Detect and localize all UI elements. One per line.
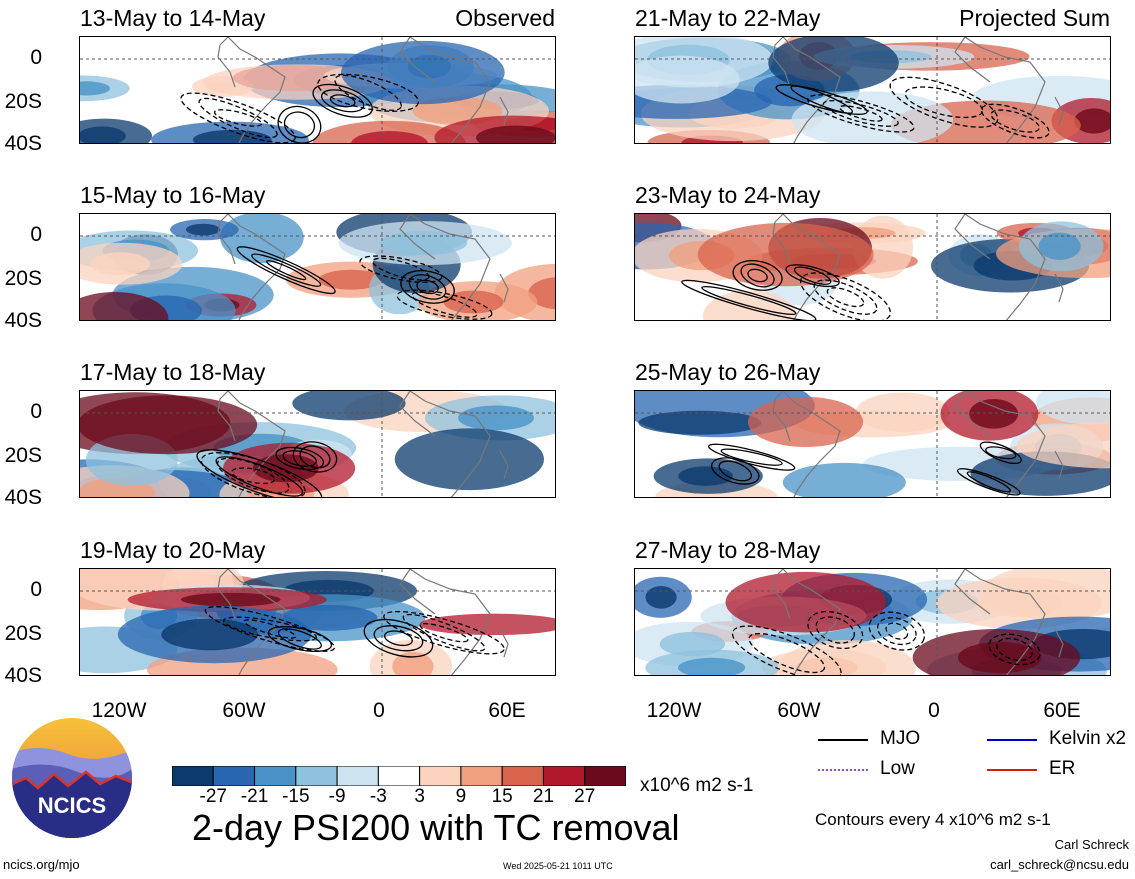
legend-label: MJO [880, 728, 921, 749]
map-panel [634, 390, 1111, 498]
footer-url: ncics.org/mjo [3, 857, 80, 872]
legend-line-swatch [987, 769, 1037, 771]
colorbar-swatch [212, 765, 256, 787]
y-tick-label: 0 [30, 223, 42, 246]
colorbar-label: 9 [455, 786, 467, 807]
panel-title: 25-May to 26-May [635, 359, 821, 385]
x-tick-label: 60W [777, 699, 821, 722]
panel-title: 17-May to 18-May [80, 359, 266, 385]
psi200-map [79, 390, 556, 498]
panel-title: 27-May to 28-May [635, 537, 821, 563]
x-tick-label: 0 [928, 699, 940, 722]
colorbar-swatches [171, 765, 627, 787]
colorbar-swatch [460, 765, 503, 787]
colorbar-label: -9 [328, 786, 346, 807]
x-tick-label: 120W [91, 699, 147, 722]
colorbar-label: -3 [369, 786, 387, 807]
colorbar-swatch [254, 765, 297, 787]
legend-label: Kelvin x2 [1049, 728, 1127, 749]
panel-title: 13-May to 14-May [80, 5, 266, 31]
map-panel [634, 36, 1111, 144]
legend-line-swatch [818, 769, 868, 771]
colorbar-swatch [584, 765, 627, 787]
psi200-map [634, 36, 1111, 144]
y-tick-label: 40S [4, 132, 42, 155]
colorbar-swatch [295, 765, 338, 787]
colorbar-label: -27 [199, 786, 227, 807]
colorbar-swatch [336, 765, 379, 787]
x-tick-label: 60W [222, 699, 266, 722]
y-tick-label: 0 [30, 578, 42, 601]
map-panel [79, 36, 556, 144]
colorbar [171, 765, 627, 787]
y-tick-label: 40S [4, 486, 42, 509]
y-tick-label: 40S [4, 309, 42, 332]
footer-author: Carl Schreck [1054, 837, 1129, 852]
psi200-map [634, 390, 1111, 498]
y-tick-label: 0 [30, 46, 42, 69]
x-tick-label: 60E [1043, 699, 1081, 722]
projected-label: Projected Sum [959, 5, 1110, 31]
map-panel [634, 568, 1111, 676]
psi200-map [634, 213, 1111, 321]
y-tick-label: 40S [4, 664, 42, 687]
x-tick-label: 60E [488, 699, 526, 722]
panel-title: 21-May to 22-May [635, 5, 821, 31]
contour-note: Contours every 4 x10^6 m2 s-1 [815, 810, 1051, 829]
map-panel [79, 568, 556, 676]
colorbar-swatch [419, 765, 462, 787]
y-tick-label: 20S [4, 444, 42, 467]
colorbar-label: -21 [240, 786, 269, 807]
psi200-map [79, 213, 556, 321]
colorbar-label: -15 [282, 786, 310, 807]
legend-label: ER [1049, 758, 1076, 779]
main-title: 2-day PSI200 with TC removal [192, 807, 680, 848]
panel-title: 15-May to 16-May [80, 182, 266, 208]
x-tick-label: 0 [373, 699, 385, 722]
colorbar-swatch [542, 765, 586, 787]
colorbar-swatch [377, 765, 421, 787]
psi200-map [634, 568, 1111, 676]
psi200-map [79, 36, 556, 144]
footer-timestamp: Wed 2025-05-21 1011 UTC [503, 861, 613, 871]
legend-line-swatch [818, 739, 868, 741]
map-panel [79, 213, 556, 321]
ncics-logo: NCICS [8, 714, 136, 842]
psi200-map [79, 568, 556, 676]
y-tick-label: 20S [4, 267, 42, 290]
colorbar-label: 27 [574, 786, 596, 807]
panel-title: 23-May to 24-May [635, 182, 821, 208]
map-panel [79, 390, 556, 498]
map-panel [634, 213, 1111, 321]
colorbar-swatch [501, 765, 544, 787]
legend-label: Low [880, 758, 915, 779]
y-tick-label: 0 [30, 400, 42, 423]
footer-email: carl_schreck@ncsu.edu [990, 857, 1129, 872]
panel-title: 19-May to 20-May [80, 537, 266, 563]
colorbar-swatch [171, 765, 214, 787]
x-tick-label: 120W [646, 699, 702, 722]
observed-label: Observed [455, 5, 555, 31]
y-tick-label: 20S [4, 90, 42, 113]
legend-line-swatch [987, 739, 1037, 741]
logo-text: NCICS [38, 793, 106, 818]
colorbar-label: 21 [532, 786, 555, 807]
colorbar-unit: x10^6 m2 s-1 [640, 775, 754, 796]
colorbar-label: 15 [491, 786, 513, 807]
colorbar-label: 3 [414, 786, 425, 807]
y-tick-label: 20S [4, 622, 42, 645]
